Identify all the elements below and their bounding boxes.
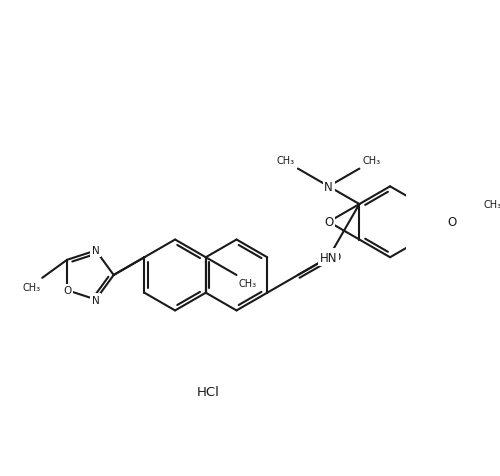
Text: CH₃: CH₃ <box>362 155 380 165</box>
Text: CH₃: CH₃ <box>22 282 40 292</box>
Text: N: N <box>92 295 100 305</box>
Text: CH₃: CH₃ <box>276 155 294 165</box>
Text: HCl: HCl <box>197 386 220 398</box>
Text: O: O <box>331 250 340 263</box>
Text: O: O <box>324 216 334 229</box>
Text: O: O <box>63 286 71 296</box>
Text: N: N <box>92 246 100 256</box>
Text: O: O <box>447 216 456 229</box>
Text: HN: HN <box>320 251 338 264</box>
Text: CH₃: CH₃ <box>484 199 500 209</box>
Text: CH₃: CH₃ <box>238 278 256 288</box>
Text: N: N <box>324 180 333 193</box>
